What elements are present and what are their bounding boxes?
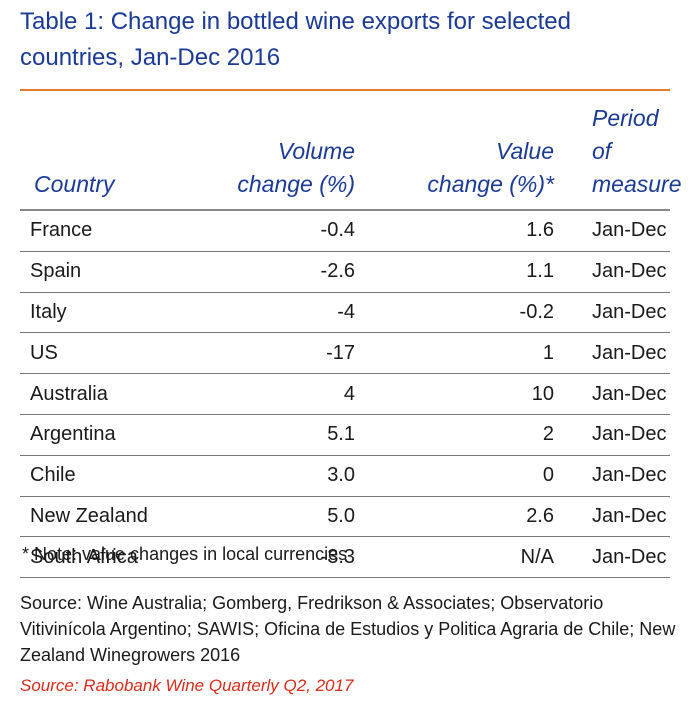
- header-volume-change: Volume change (%): [233, 92, 363, 211]
- cell-period: Jan-Dec: [566, 292, 670, 334]
- cell-volume-change: 5.1: [233, 414, 363, 456]
- table-row: Australia 4 10 Jan-Dec: [20, 373, 670, 415]
- table-row: South Africa -3.3 N/A Jan-Dec: [20, 536, 670, 579]
- cell-period: Jan-Dec: [566, 455, 670, 497]
- table-title: Table 1: Change in bottled wine exports …: [20, 8, 572, 71]
- header-period: Period of measure: [566, 92, 681, 211]
- table-row: Chile 3.0 0 Jan-Dec: [20, 455, 670, 497]
- table-header-row: Country Volume change (%) Value change (…: [20, 92, 681, 211]
- title-divider: [20, 89, 670, 91]
- cell-period: Jan-Dec: [566, 373, 670, 415]
- header-value-line2: change (%)*: [427, 171, 554, 197]
- header-country-label: Country: [34, 171, 115, 197]
- cell-volume-change: -4: [233, 292, 363, 334]
- cell-country: Spain: [20, 251, 233, 293]
- cell-value-change: 1: [363, 332, 566, 375]
- cell-volume-change: 5.0: [233, 496, 363, 538]
- cell-country: Australia: [20, 373, 233, 415]
- cell-value-change: 1.6: [363, 210, 566, 252]
- cell-country: France: [20, 210, 233, 252]
- header-period-line1: Period of: [592, 105, 659, 164]
- cell-country: US: [20, 332, 233, 375]
- cell-period: Jan-Dec: [566, 414, 670, 456]
- cell-country: Italy: [20, 292, 233, 334]
- cell-volume-change: -0.4: [233, 210, 363, 252]
- cell-period: Jan-Dec: [566, 496, 670, 538]
- exports-table: Country Volume change (%) Value change (…: [20, 92, 681, 579]
- table-row: Italy -4 -0.2 Jan-Dec: [20, 292, 670, 334]
- cell-value-change: 2: [363, 414, 566, 456]
- cell-value-change: N/A: [363, 536, 566, 579]
- rabobank-source: Source: Rabobank Wine Quarterly Q2, 2017: [20, 676, 354, 695]
- cell-volume-change: 4: [233, 373, 363, 415]
- cell-volume-change: 3.0: [233, 455, 363, 497]
- cell-period: Jan-Dec: [566, 210, 670, 252]
- table-row: Spain -2.6 1.1 Jan-Dec: [20, 251, 670, 293]
- header-period-line2: measure: [592, 171, 682, 197]
- table-row: New Zealand 5.0 2.6 Jan-Dec: [20, 496, 670, 538]
- table-row: France -0.4 1.6 Jan-Dec: [20, 210, 670, 252]
- cell-value-change: 2.6: [363, 496, 566, 538]
- header-volume-line1: Volume: [277, 138, 355, 164]
- cell-country: South Africa: [20, 536, 233, 579]
- table-row: US -17 1 Jan-Dec: [20, 332, 670, 375]
- cell-volume-change: -17: [233, 332, 363, 375]
- cell-period: Jan-Dec: [566, 332, 670, 375]
- cell-value-change: 10: [363, 373, 566, 415]
- header-value-line1: Value: [496, 138, 554, 164]
- cell-country: Chile: [20, 455, 233, 497]
- table-row: Argentina 5.1 2 Jan-Dec: [20, 414, 670, 456]
- cell-volume-change: -3.3: [233, 536, 363, 579]
- cell-value-change: -0.2: [363, 292, 566, 334]
- source-text: Source: Wine Australia; Gomberg, Fredrik…: [20, 593, 676, 665]
- cell-country: Argentina: [20, 414, 233, 456]
- cell-value-change: 1.1: [363, 251, 566, 293]
- header-value-change: Value change (%)*: [363, 92, 566, 211]
- currency-note: * Note: value changes in local currencie…: [22, 544, 348, 564]
- cell-country: New Zealand: [20, 496, 233, 538]
- cell-value-change: 0: [363, 455, 566, 497]
- cell-period: Jan-Dec: [566, 251, 670, 293]
- header-country: Country: [20, 92, 233, 211]
- header-volume-line2: change (%): [237, 171, 355, 197]
- cell-volume-change: -2.6: [233, 251, 363, 293]
- cell-period: Jan-Dec: [566, 536, 670, 579]
